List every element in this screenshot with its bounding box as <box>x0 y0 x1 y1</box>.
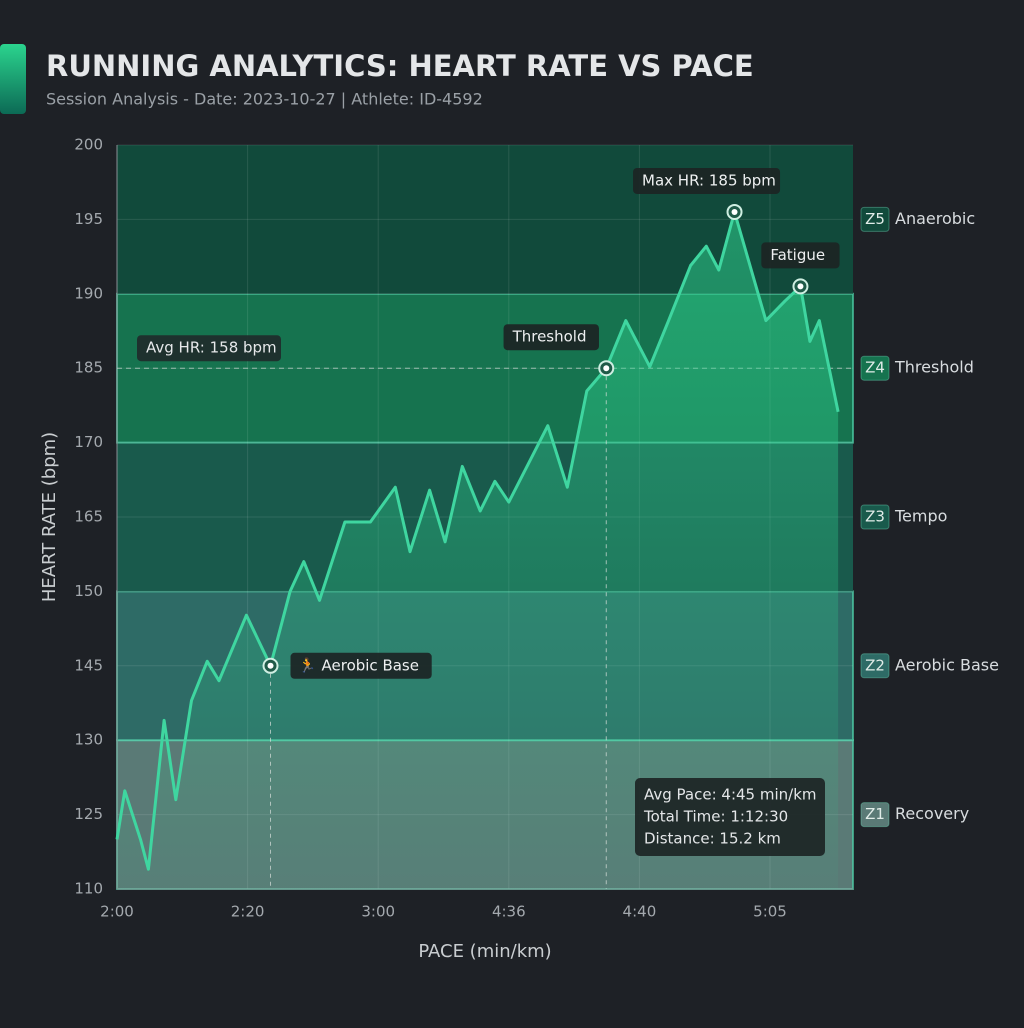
annotation-box <box>761 242 840 269</box>
avg-label-box <box>137 335 281 362</box>
x-tick-label: 4:40 <box>623 903 657 921</box>
zone-name: Recovery <box>895 804 969 823</box>
zone-name: Threshold <box>894 358 974 377</box>
y-axis-label: HEART RATE (bpm) <box>39 432 60 602</box>
x-tick-label: 2:00 <box>100 903 134 921</box>
zone-code: Z3 <box>865 508 885 526</box>
annotation-label: Max HR: 185 bpm <box>642 171 776 189</box>
area <box>117 212 839 889</box>
zone-name: Aerobic Base <box>895 655 999 674</box>
stat-line: Distance: 15.2 km <box>644 830 781 848</box>
stat-line: Avg Pace: 4:45 min/km <box>644 786 817 804</box>
annotation-box <box>290 652 432 679</box>
zone-code: Z4 <box>865 359 885 377</box>
annotation-box <box>633 167 781 194</box>
line <box>115 210 840 871</box>
y-tick-label: 200 <box>74 136 103 154</box>
annotation-box <box>503 324 599 351</box>
annotation-label: Fatigue <box>770 246 825 264</box>
zone-chip <box>860 504 890 530</box>
annotation-dot <box>267 662 274 669</box>
stats-box <box>635 778 825 856</box>
zone-name: Tempo <box>894 507 947 526</box>
zone-code: Z2 <box>865 656 885 674</box>
y-tick-label: 125 <box>74 805 103 823</box>
annotation-dot <box>731 208 738 215</box>
y-tick-label: 110 <box>74 880 103 898</box>
runner-icon: 🏃 <box>299 657 316 674</box>
zone-chip <box>860 355 890 381</box>
zone-chip <box>860 206 890 232</box>
title: RUNNING ANALYTICS: HEART RATE VS PACE <box>46 49 754 83</box>
annotation-label: Threshold <box>512 328 587 346</box>
zone-name: Anaerobic <box>895 209 975 228</box>
y-tick-label: 185 <box>74 359 103 377</box>
y-tick-label: 190 <box>74 284 103 302</box>
stat-line: Total Time: 1:12:30 <box>643 808 788 826</box>
zone-code: Z5 <box>865 210 885 228</box>
y-tick-label: 150 <box>74 582 103 600</box>
annotation-dot <box>797 283 804 290</box>
x-tick-label: 2:20 <box>231 903 265 921</box>
annotation-label: Aerobic Base <box>322 656 419 674</box>
x-axis-label: PACE (min/km) <box>418 941 551 962</box>
subtitle: Session Analysis - Date: 2023-10-27 | At… <box>46 90 483 109</box>
annotation-dot <box>603 365 610 372</box>
zone-chip <box>860 653 890 679</box>
y-tick-label: 195 <box>74 210 103 228</box>
zone-code: Z1 <box>865 805 885 823</box>
y-tick-label: 145 <box>74 656 103 674</box>
y-tick-label: 130 <box>74 731 103 749</box>
zone-chip <box>860 802 890 828</box>
y-tick-label: 165 <box>74 508 103 526</box>
y-tick-label: 170 <box>74 433 103 451</box>
x-tick-label: 5:05 <box>753 903 787 921</box>
avg-label: Avg HR: 158 bpm <box>146 339 277 357</box>
header-accent <box>0 44 26 114</box>
x-tick-label: 3:00 <box>361 903 395 921</box>
x-tick-label: 4:36 <box>492 903 526 921</box>
